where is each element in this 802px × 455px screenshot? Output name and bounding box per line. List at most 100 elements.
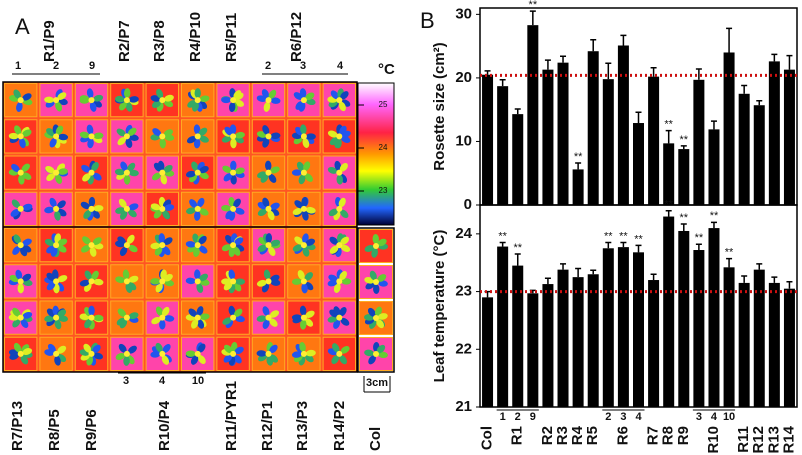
leaf	[155, 282, 163, 293]
error-bar	[499, 79, 506, 87]
rosette-center	[265, 97, 272, 104]
leaf	[300, 124, 307, 135]
leaf	[12, 246, 21, 255]
leaf	[83, 210, 92, 219]
rosette-center	[265, 133, 272, 140]
rosette-center	[194, 278, 201, 285]
leaf	[221, 244, 232, 252]
rosette-center	[300, 133, 307, 140]
bar	[587, 274, 599, 407]
leaf	[93, 205, 104, 212]
leaf	[91, 162, 99, 172]
leaf	[257, 244, 267, 252]
leaf	[341, 130, 351, 138]
rosette-center	[88, 97, 95, 104]
leaf	[297, 270, 305, 280]
significance: **	[604, 230, 613, 242]
bar-number: 1	[500, 411, 506, 423]
x-tick-label: R7	[645, 426, 662, 445]
rosette-center	[123, 205, 130, 212]
leaf	[304, 318, 314, 327]
leaf	[302, 246, 310, 257]
leaf	[118, 343, 127, 353]
leaf	[122, 269, 130, 280]
leaf	[298, 174, 306, 185]
x-tick-label: R11	[735, 426, 752, 453]
bar	[497, 86, 509, 205]
genotype-label: R6/P12	[288, 12, 305, 62]
rosette-center	[336, 350, 343, 357]
leaf	[199, 166, 209, 174]
error-bar	[741, 275, 748, 283]
leaf	[21, 163, 30, 172]
leaf	[128, 275, 139, 283]
error-bar	[484, 70, 491, 75]
leaf	[327, 166, 338, 174]
genotype-label: R13/P3	[294, 401, 311, 451]
leaf	[198, 245, 208, 254]
rosette-center	[123, 350, 130, 357]
leaf	[371, 247, 378, 258]
leaf	[54, 355, 61, 366]
leaf	[234, 346, 244, 355]
leaf	[189, 199, 198, 208]
leaf	[92, 237, 102, 245]
x-tick-label: R9	[675, 426, 692, 445]
leaf	[46, 281, 56, 291]
rosette-center	[230, 97, 237, 104]
leaf	[84, 270, 92, 280]
leaf	[20, 355, 29, 365]
rosette-center	[265, 314, 272, 321]
leaf	[44, 96, 55, 103]
leaf	[188, 308, 197, 317]
rosette-center	[123, 278, 130, 285]
leaf	[333, 283, 341, 293]
genotype-label: R8/P5	[46, 409, 63, 451]
leaf	[87, 138, 94, 149]
leaf	[261, 89, 270, 99]
error-bar	[544, 59, 551, 70]
leaf	[49, 137, 57, 148]
leaf	[159, 319, 166, 330]
leaf	[262, 306, 270, 316]
rosette-center	[88, 278, 95, 285]
rosette-center	[300, 205, 307, 212]
bar-number: 3	[696, 411, 702, 423]
rosette-center	[159, 350, 166, 357]
leaf	[115, 276, 126, 284]
leaf	[91, 209, 100, 219]
leaf	[369, 270, 377, 281]
leaf	[55, 101, 63, 112]
bar	[723, 52, 735, 205]
leaf	[120, 161, 128, 172]
bar	[648, 76, 660, 205]
rosette-center	[123, 169, 130, 176]
leaf	[197, 319, 205, 329]
leaf	[221, 135, 232, 143]
error-bar	[575, 162, 582, 170]
genotype-label: R5/P11	[223, 13, 240, 62]
leaf	[82, 236, 91, 245]
genotype-label: Col	[367, 427, 384, 451]
leaf	[163, 99, 174, 108]
error-bar	[771, 53, 778, 62]
leaf	[185, 277, 196, 285]
leaf	[194, 88, 201, 99]
bar	[678, 230, 690, 407]
significance: **	[513, 242, 522, 254]
rosette-center	[123, 242, 130, 249]
leaf	[124, 88, 131, 99]
leaf	[93, 132, 104, 139]
leaf	[151, 172, 161, 181]
leaf	[340, 346, 350, 354]
rosette-center	[265, 169, 272, 176]
rosette-center	[53, 133, 60, 140]
leaf	[228, 247, 236, 257]
rosette-center	[230, 314, 237, 321]
leaf	[81, 245, 91, 253]
leaf	[256, 279, 267, 287]
bar	[678, 149, 690, 205]
leaf	[126, 234, 135, 244]
leaf	[230, 174, 237, 185]
x-tick-label: R3	[554, 426, 571, 445]
